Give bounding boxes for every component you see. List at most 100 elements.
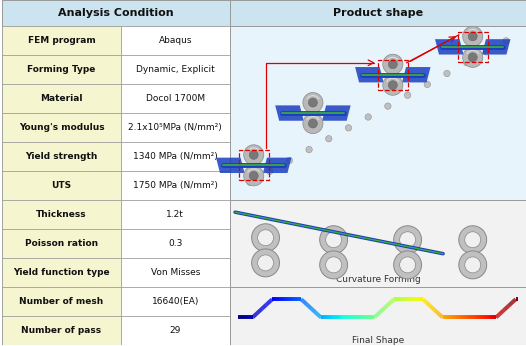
Bar [230,26,526,200]
Circle shape [468,32,477,41]
Text: 1340 MPa (N/mm²): 1340 MPa (N/mm²) [133,152,218,161]
Bar [2,0,230,26]
Circle shape [258,255,274,271]
Circle shape [383,75,403,95]
Text: Young's modulus: Young's modulus [18,123,104,132]
Polygon shape [435,39,463,55]
Polygon shape [216,158,245,173]
Text: Material: Material [40,94,83,103]
Bar [378,60,408,90]
Text: 29: 29 [170,326,181,335]
Text: Analysis Condition: Analysis Condition [58,8,174,18]
Text: Number of pass: Number of pass [22,326,102,335]
Circle shape [404,92,411,99]
Circle shape [388,81,397,90]
Circle shape [286,157,292,164]
Text: Thickness: Thickness [36,210,87,219]
Text: 1750 MPa (N/mm²): 1750 MPa (N/mm²) [133,181,218,190]
Bar [2,316,120,345]
Circle shape [244,166,264,186]
Text: Poisson ration: Poisson ration [25,239,98,248]
Bar [2,84,120,113]
Bar [120,258,230,287]
Circle shape [249,171,258,180]
Bar [2,171,120,200]
Polygon shape [322,106,351,121]
Circle shape [468,53,477,62]
Circle shape [465,257,481,273]
Bar [120,287,230,316]
Circle shape [247,179,253,185]
Circle shape [267,168,273,174]
Text: Abaqus: Abaqus [159,36,192,45]
Circle shape [388,60,397,69]
Circle shape [503,38,509,44]
Circle shape [320,226,348,254]
Circle shape [244,145,264,165]
Circle shape [306,146,312,153]
Bar [2,55,120,84]
Polygon shape [482,39,510,55]
Circle shape [463,26,483,46]
Text: FEM program: FEM program [27,36,95,45]
Polygon shape [263,158,291,173]
Text: Yield strength: Yield strength [25,152,98,161]
Circle shape [393,226,421,254]
Circle shape [326,257,341,273]
Bar [2,113,120,142]
Circle shape [385,103,391,109]
Circle shape [365,114,371,120]
Circle shape [308,98,317,107]
Circle shape [326,232,341,248]
Bar [239,151,269,180]
Circle shape [320,251,348,279]
Text: 16640(EA): 16640(EA) [151,297,199,306]
Bar [458,32,488,62]
Text: Number of mesh: Number of mesh [19,297,104,306]
Text: 2.1x10⁵MPa (N/mm²): 2.1x10⁵MPa (N/mm²) [128,123,222,132]
Circle shape [459,251,487,279]
Text: Docol 1700M: Docol 1700M [146,94,205,103]
Bar [230,287,526,345]
Polygon shape [355,67,383,82]
Circle shape [459,226,487,254]
Circle shape [258,230,274,246]
Text: Yield function type: Yield function type [13,268,110,277]
Circle shape [483,48,490,55]
Circle shape [326,136,332,142]
Text: 0.3: 0.3 [168,239,183,248]
Bar [230,200,526,287]
Circle shape [383,54,403,74]
Polygon shape [275,106,304,121]
Circle shape [249,151,258,159]
Circle shape [251,224,279,252]
Circle shape [251,249,279,277]
Polygon shape [402,67,431,82]
Bar [120,316,230,345]
Circle shape [444,70,450,77]
Circle shape [400,257,416,273]
Text: UTS: UTS [52,181,72,190]
Bar [2,287,120,316]
Text: Von Misses: Von Misses [150,268,200,277]
Circle shape [393,251,421,279]
Circle shape [303,92,323,113]
Circle shape [463,60,470,66]
Bar [2,200,120,229]
Circle shape [463,47,483,67]
Text: Final Shape: Final Shape [352,336,404,345]
Text: Curvature Forming: Curvature Forming [336,275,420,284]
Bar [2,229,120,258]
Circle shape [303,113,323,134]
Bar [120,84,230,113]
Bar [2,26,120,55]
Bar [120,55,230,84]
Bar [2,142,120,171]
Text: Dynamic, Explicit: Dynamic, Explicit [136,65,215,74]
Circle shape [308,119,317,128]
Circle shape [465,232,481,248]
Circle shape [345,125,352,131]
Circle shape [424,81,430,88]
Circle shape [400,232,416,248]
Bar [120,200,230,229]
